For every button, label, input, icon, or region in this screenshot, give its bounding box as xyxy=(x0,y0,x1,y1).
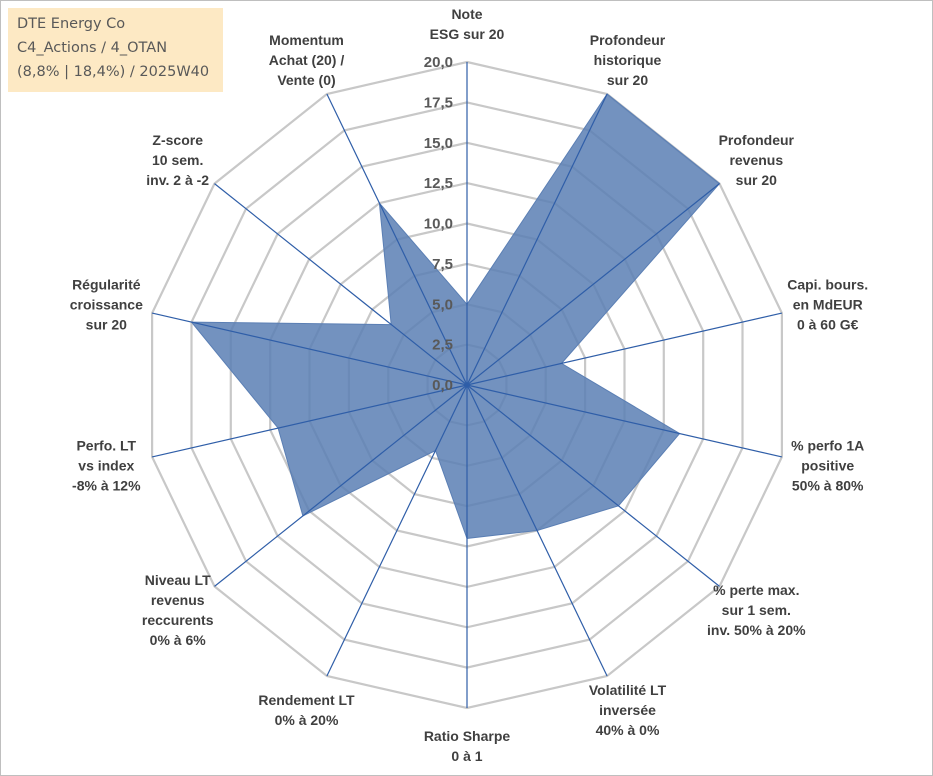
axis-label-line: revenus xyxy=(729,152,783,168)
axis-label-line: -8% à 12% xyxy=(72,477,141,493)
axis-label-line: sur 20 xyxy=(86,317,127,333)
axis-label-11: Perfo. LT vs index -8% à 12% xyxy=(72,437,141,493)
axis-label-line: en MdEUR xyxy=(793,297,863,313)
tick-label-1: 2,5 xyxy=(432,337,453,354)
axis-label-line: 40% à 0% xyxy=(596,722,660,738)
axis-spoke-7 xyxy=(466,384,608,677)
axis-label-line: Note xyxy=(451,6,482,22)
axis-label-line: sur 20 xyxy=(736,172,777,188)
axis-label-line: positive xyxy=(801,457,854,473)
axis-label-line: Ratio Sharpe xyxy=(424,728,511,744)
axis-label-line: % perte max. xyxy=(713,582,799,598)
axis-label-line: inv. 50% à 20% xyxy=(707,622,806,638)
axis-spoke-10 xyxy=(214,384,468,587)
axis-spoke-6 xyxy=(466,384,720,587)
axis-label-line: Z-score xyxy=(152,132,203,148)
tick-label-4: 10,0 xyxy=(424,216,453,233)
axis-label-line: Capi. bours. xyxy=(787,277,868,293)
axis-label-5: % perfo 1A positive 50% à 80% xyxy=(791,437,864,493)
axis-label-line: Volatilité LT xyxy=(589,682,667,698)
axis-label-line: vs index xyxy=(78,457,134,473)
axis-label-line: ESG sur 20 xyxy=(430,26,505,42)
axis-spoke-4 xyxy=(466,312,783,386)
info-box: DTE Energy Co C4_Actions / 4_OTAN (8,8% … xyxy=(8,8,223,92)
axis-label-8: Ratio Sharpe 0 à 1 xyxy=(424,728,511,764)
axis-label-14: Momentum Achat (20) / Vente (0) xyxy=(269,32,345,88)
axis-label-6: % perte max. sur 1 sem. inv. 50% à 20% xyxy=(707,582,806,638)
axis-label-line: Achat (20) / xyxy=(269,52,345,68)
axis-spoke-13 xyxy=(214,183,468,386)
axis-label-line: Niveau LT xyxy=(145,572,211,588)
category-label: C4_Actions / 4_OTAN xyxy=(17,40,168,56)
data-area xyxy=(190,93,721,539)
axis-label-4: Capi. bours. en MdEUR 0 à 60 G€ xyxy=(787,277,868,333)
axis-label-line: inv. 2 à -2 xyxy=(146,172,209,188)
axis-label-line: revenus xyxy=(151,592,205,608)
axis-spoke-12 xyxy=(151,312,468,386)
axis-label-line: Rendement LT xyxy=(258,692,355,708)
tick-label-5: 12,5 xyxy=(424,175,453,192)
tick-label-0: 0,0 xyxy=(432,377,453,394)
tick-label-8: 20,0 xyxy=(424,54,453,71)
axis-spoke-11 xyxy=(151,384,468,458)
axis-label-7: Volatilité LT inversée 40% à 0% xyxy=(589,682,667,738)
axis-label-2: Profondeur historique sur 20 xyxy=(590,32,666,88)
axis-label-line: 0 à 1 xyxy=(451,748,482,764)
axis-spoke-9 xyxy=(326,384,468,677)
axis-label-line: 50% à 80% xyxy=(792,477,864,493)
tick-label-6: 15,0 xyxy=(424,135,453,152)
axis-label-line: Momentum xyxy=(269,32,344,48)
axis-label-line: Vente (0) xyxy=(277,72,335,88)
axis-label-line: sur 1 sem. xyxy=(722,602,791,618)
axis-label-line: Profondeur xyxy=(590,32,666,48)
axis-spoke-5 xyxy=(466,384,783,458)
tick-label-7: 17,5 xyxy=(424,94,453,111)
axis-label-12: Régularité croissance sur 20 xyxy=(70,277,143,333)
axis-label-9: Rendement LT 0% à 20% xyxy=(258,692,355,728)
axis-label-3: Profondeur revenus sur 20 xyxy=(719,132,795,188)
tick-label-3: 7,5 xyxy=(432,256,453,273)
axis-label-line: Perfo. LT xyxy=(76,437,136,453)
axis-label-line: reccurents xyxy=(142,612,214,628)
axis-spoke-2 xyxy=(466,93,608,386)
axis-spoke-14 xyxy=(326,93,468,386)
axis-label-line: % perfo 1A xyxy=(791,437,864,453)
axis-label-line: 0% à 6% xyxy=(150,632,207,648)
company-name: DTE Energy Co xyxy=(17,16,126,32)
axis-label-line: Régularité xyxy=(72,277,141,293)
axis-label-10: Niveau LT revenus reccurents 0% à 6% xyxy=(142,572,214,648)
period-label: (8,8% | 18,4%) / 2025W40 xyxy=(17,64,210,80)
axis-label-line: 0% à 20% xyxy=(275,712,339,728)
axis-spoke-3 xyxy=(466,183,720,386)
axis-label-line: 0 à 60 G€ xyxy=(797,317,859,333)
axis-label-line: Profondeur xyxy=(719,132,795,148)
axis-label-1: Note ESG sur 20 xyxy=(430,6,505,42)
axis-label-line: sur 20 xyxy=(607,72,648,88)
axis-label-13: Z-score 10 sem. inv. 2 à -2 xyxy=(146,132,209,188)
axis-label-line: historique xyxy=(594,52,662,68)
tick-label-2: 5,0 xyxy=(432,296,453,313)
axis-label-line: croissance xyxy=(70,297,143,313)
axis-label-line: 10 sem. xyxy=(152,152,203,168)
axis-label-line: inversée xyxy=(599,702,656,718)
